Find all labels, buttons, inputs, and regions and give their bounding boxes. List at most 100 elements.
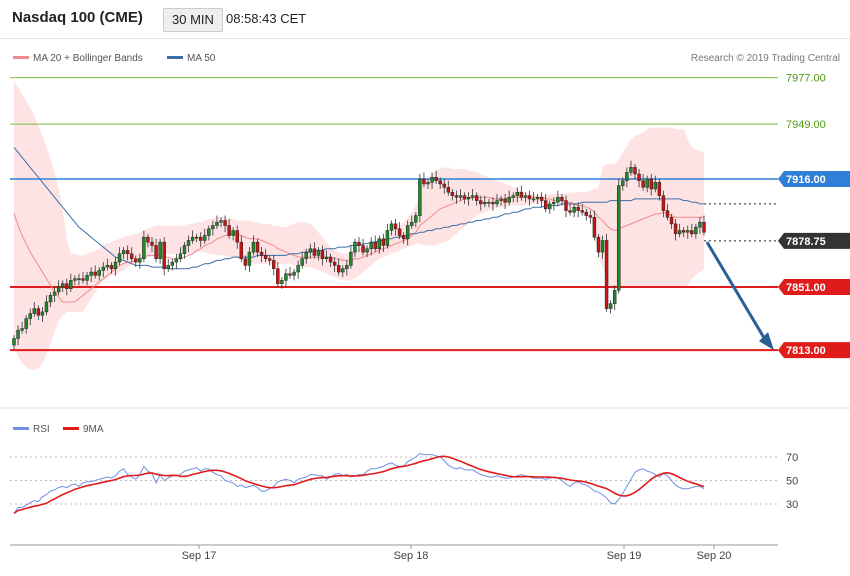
candle [207, 225, 211, 241]
candle [125, 245, 130, 261]
candle [470, 188, 475, 201]
candle [16, 325, 20, 346]
candle-body [40, 311, 45, 316]
candle-body [105, 265, 110, 268]
candle [649, 174, 653, 196]
candle-body [194, 236, 199, 239]
candle [198, 232, 203, 248]
candle [243, 255, 248, 271]
candle-body [121, 250, 126, 255]
candle-body [657, 182, 662, 196]
candle-body [207, 228, 211, 236]
candle-body [231, 230, 235, 236]
candle [535, 193, 540, 204]
candle-body [621, 180, 625, 186]
candle-body [97, 270, 101, 276]
candle-body [276, 268, 280, 284]
candle-body [284, 273, 288, 281]
candle [507, 190, 511, 206]
candle-body [418, 178, 422, 216]
candle [77, 273, 81, 286]
candle-body [65, 283, 69, 289]
candle-body [389, 223, 394, 231]
price-tag-7949.00: 7949.00 [786, 119, 826, 131]
candle-body [645, 178, 649, 188]
candle-body [410, 221, 414, 226]
candle-body [430, 177, 434, 183]
candle [442, 179, 446, 194]
candle [487, 198, 491, 208]
candle-body [422, 178, 426, 185]
candle-body [158, 241, 162, 260]
candle [580, 203, 584, 216]
candle-body [178, 253, 183, 260]
candle-body [698, 221, 702, 228]
candle [89, 267, 93, 283]
candle [694, 223, 698, 239]
candle [548, 200, 552, 214]
projection-arrow-layer [705, 241, 774, 351]
candle-body [154, 245, 158, 260]
ma50-legend-swatch [167, 56, 183, 59]
candle-body [186, 240, 191, 246]
candle-body [625, 172, 629, 181]
candle-body [77, 278, 81, 280]
candle [231, 227, 235, 241]
candle-body [539, 197, 544, 201]
candle [466, 192, 471, 206]
candle-body [16, 329, 20, 339]
candle-body [446, 187, 451, 193]
candle [239, 235, 244, 263]
candle [158, 238, 162, 264]
candle [251, 235, 256, 256]
candle [292, 268, 296, 281]
price-tag-label: 7878.75 [786, 236, 826, 248]
timeframe-badge[interactable]: 30 MIN [163, 8, 223, 32]
candle [178, 247, 183, 263]
candle [523, 192, 528, 203]
price-tag-7878.75: 7878.75 [778, 232, 850, 249]
candle-body [641, 180, 645, 188]
candle-body [227, 225, 231, 236]
candle [109, 262, 114, 274]
candle [495, 193, 499, 208]
candle [150, 237, 154, 253]
candle-body [36, 308, 41, 316]
candle [332, 257, 337, 273]
candle [531, 192, 536, 203]
candle-body [280, 280, 284, 284]
candle [426, 179, 430, 189]
candle [556, 190, 560, 206]
candle-body [243, 258, 248, 266]
candle [629, 160, 633, 176]
candle [304, 248, 308, 264]
candle-body [32, 308, 37, 314]
candle-body [361, 245, 365, 253]
candle-body [393, 223, 398, 230]
candle-body [548, 203, 552, 210]
ma50-legend-label: MA 50 [187, 53, 216, 64]
candle-body [190, 236, 195, 241]
candle-body [454, 195, 459, 198]
candle-body [162, 241, 166, 269]
candle [182, 242, 187, 259]
candle-body [219, 220, 223, 223]
candle-body [564, 200, 568, 211]
candle [422, 172, 426, 188]
candle-body [495, 200, 499, 205]
candle-body [263, 255, 268, 260]
candle [345, 260, 349, 276]
candle [69, 273, 73, 292]
candle [288, 267, 292, 279]
chart-header: Nasdaq 100 (CME) 30 MIN 08:58:43 CET [0, 0, 850, 38]
candle-body [142, 236, 146, 260]
candle-body [223, 220, 227, 226]
candle [410, 215, 414, 229]
candle-body [466, 197, 471, 200]
candle-body [292, 271, 296, 276]
candle [446, 180, 451, 196]
chart-legend: MA 20 + Bollinger Bands MA 50 Research ©… [13, 53, 840, 64]
candle-body [377, 238, 382, 250]
candle [138, 253, 142, 269]
candle [454, 190, 459, 204]
